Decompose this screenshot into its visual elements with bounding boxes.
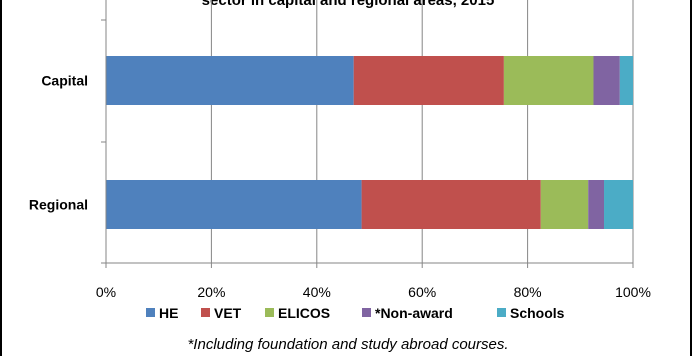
legend-label: *Non-award	[375, 305, 453, 321]
bar-segment	[619, 56, 633, 105]
legend-label: HE	[159, 305, 178, 321]
x-tick-label: 100%	[615, 284, 651, 300]
legend-swatch	[146, 308, 155, 317]
x-tick-label: 20%	[197, 284, 225, 300]
bar-segment	[106, 56, 354, 105]
x-tick-label: 80%	[514, 284, 542, 300]
bar-segment	[588, 180, 605, 229]
category-label: Regional	[29, 197, 88, 213]
legend-label: VET	[214, 305, 242, 321]
bar-segment	[593, 56, 620, 105]
footnote: *Including foundation and study abroad c…	[187, 336, 508, 353]
bar-segment	[540, 180, 589, 229]
bar-segment	[353, 56, 504, 105]
x-tick-label: 60%	[408, 284, 436, 300]
legend-swatch	[362, 308, 371, 317]
legend-label: ELICOS	[278, 305, 330, 321]
bar-segment	[106, 180, 362, 229]
legend-swatch	[201, 308, 210, 317]
legend: HE VET ELICOS *Non-award Schools	[146, 305, 565, 321]
x-tick-label: 40%	[303, 284, 331, 300]
category-labels: Capital Regional	[29, 73, 88, 213]
x-tick-labels: 0% 20% 40% 60% 80% 100%	[96, 284, 651, 300]
bar-segment	[503, 56, 594, 105]
legend-label: Schools	[510, 305, 565, 321]
bar-segment	[361, 180, 541, 229]
axes	[101, 0, 634, 268]
chart-title: sector in capital and regional areas, 20…	[202, 0, 495, 9]
legend-swatch	[497, 308, 506, 317]
bar-segment	[604, 180, 633, 229]
x-tick-label: 0%	[96, 284, 116, 300]
bar-segments	[106, 56, 633, 229]
legend-swatch	[265, 308, 274, 317]
category-label: Capital	[41, 73, 88, 89]
